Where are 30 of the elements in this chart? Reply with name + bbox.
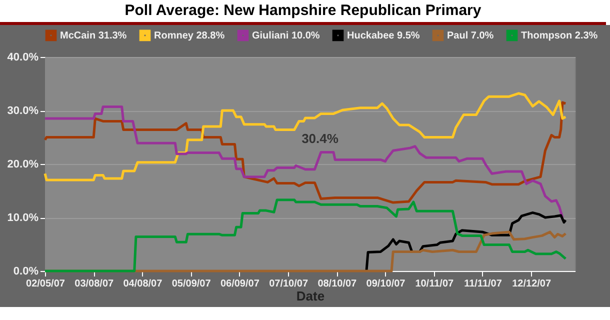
x-tick-label: 12/12/07 — [512, 278, 552, 290]
x-tick-label: 06/09/07 — [220, 278, 260, 290]
legend-label: Giuliani 10.0% — [252, 30, 320, 42]
legend-label: McCain 31.3% — [60, 30, 127, 42]
x-tick-label: 11/11/07 — [464, 278, 502, 290]
line-series — [44, 198, 567, 272]
line-series — [365, 211, 567, 272]
x-tick-label: 09/10/07 — [366, 278, 406, 290]
legend-label: Huckabee 9.5% — [347, 30, 420, 42]
line-series — [44, 101, 567, 204]
y-tick-label: 10.0% — [7, 212, 39, 224]
line-series — [44, 106, 564, 219]
line-series — [44, 92, 567, 182]
x-tick-label: 08/10/07 — [318, 278, 358, 290]
x-tick-label: 03/08/07 — [74, 278, 114, 290]
chart-title: Poll Average: New Hampshire Republican Primary — [0, 0, 606, 25]
y-tick-label: 30.0% — [7, 105, 39, 117]
x-tick-label: 02/05/07 — [26, 278, 66, 290]
x-tick-label: 05/09/07 — [172, 278, 212, 290]
y-tick-label: 0.0% — [13, 266, 39, 278]
legend-label: Paul 7.0% — [447, 30, 494, 42]
y-tick-label: 40.0% — [7, 52, 39, 64]
y-tick-label: 20.0% — [7, 158, 39, 170]
x-tick-label: 07/10/07 — [269, 278, 308, 290]
x-axis-title: Date — [296, 288, 325, 304]
annotation: 30.4% — [302, 131, 339, 146]
legend-label: Romney 28.8% — [154, 30, 225, 42]
x-tick-label: 10/11/07 — [415, 278, 454, 290]
legend-label: Thompson 2.3% — [521, 30, 598, 42]
x-tick-label: 04/08/07 — [123, 278, 163, 290]
